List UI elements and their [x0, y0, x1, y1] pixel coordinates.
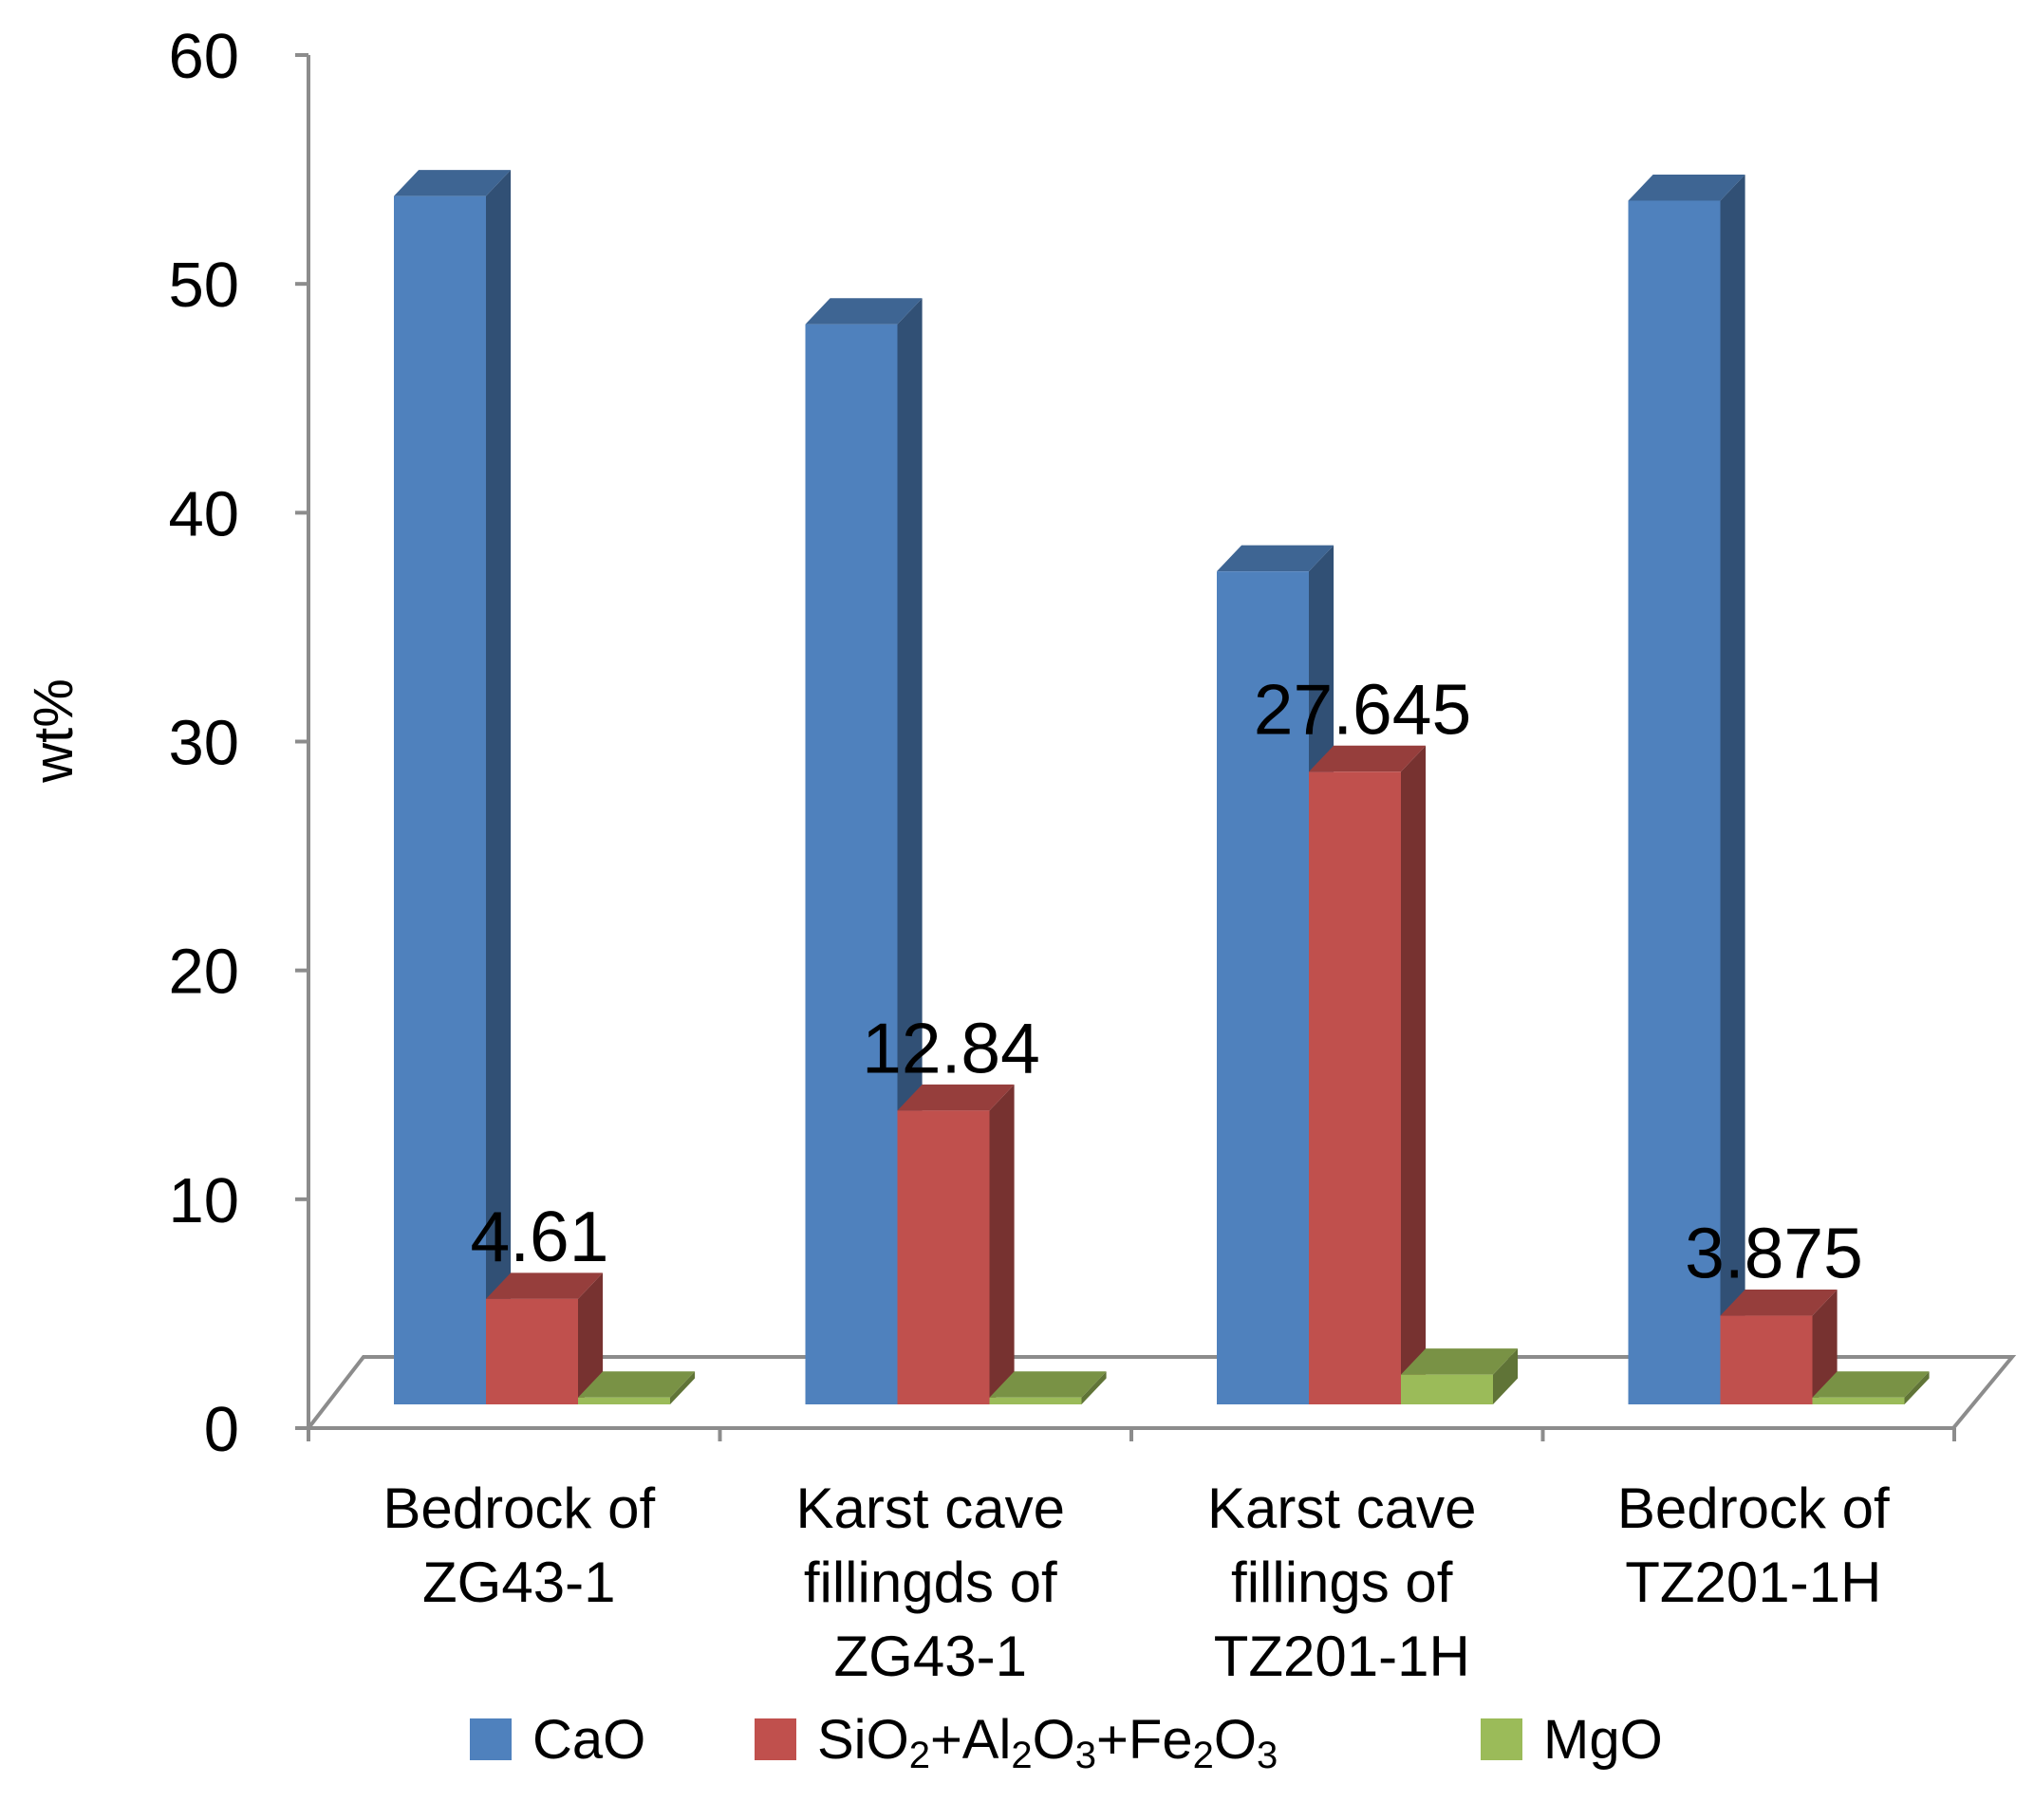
bar-series [394, 170, 1930, 1404]
bar-front-face [578, 1397, 670, 1404]
bar-front-face [394, 195, 486, 1404]
bar-side-face [1493, 1348, 1519, 1404]
bar-top-face [1217, 545, 1334, 572]
bar-side-face [989, 1084, 1015, 1404]
legend-label-mgo: MgO [1543, 1709, 1663, 1771]
bar-mgo-3 [1401, 1348, 1519, 1404]
value-tick-label: 40 [168, 478, 239, 549]
bar-front-face [1812, 1397, 1905, 1404]
bar-top-face [989, 1371, 1107, 1398]
bar-side-face [1904, 1371, 1930, 1404]
category-label: TZ201-1H [1214, 1625, 1470, 1688]
bar-sio2-al2o3-fe2o3-2 [897, 1084, 1015, 1404]
data-label: 4.61 [471, 1197, 609, 1276]
bar-cao-4 [1628, 174, 1745, 1404]
bar-mgo-2 [989, 1371, 1107, 1404]
data-label: 12.84 [862, 1008, 1040, 1087]
category-label: TZ201-1H [1625, 1551, 1881, 1614]
bar-top-face [394, 170, 512, 196]
bar-side-face [1720, 174, 1745, 1404]
bar-top-face [1812, 1371, 1930, 1398]
bar-side-face [578, 1272, 604, 1404]
category-label: Bedrock of [1617, 1476, 1890, 1540]
bar-top-face [1720, 1290, 1838, 1316]
bar-top-face [1628, 174, 1745, 201]
bar-side-face [1081, 1371, 1107, 1404]
bar-sio2-al2o3-fe2o3-1 [486, 1272, 604, 1404]
category-label: ZG43-1 [834, 1625, 1027, 1688]
bar-side-face [1812, 1290, 1838, 1404]
bar-sio2-al2o3-fe2o3-3 [1309, 745, 1427, 1404]
bar-side-face [670, 1371, 696, 1404]
legend-swatch-sio2-al2o3-fe2o3 [755, 1718, 796, 1760]
bar-front-face [1309, 771, 1401, 1404]
data-label: 27.645 [1254, 669, 1471, 749]
category-label: ZG43-1 [422, 1551, 615, 1614]
bar-front-face [1720, 1315, 1813, 1404]
value-tick-label: 20 [168, 937, 239, 1008]
bar-cao-1 [394, 170, 512, 1404]
bar-front-face [486, 1298, 578, 1404]
category-label: fillingds of [804, 1551, 1057, 1614]
y-axis-label: wt% [23, 678, 84, 784]
bar-side-face [1401, 745, 1427, 1404]
value-tick-label: 60 [168, 21, 239, 92]
bar-top-face [1401, 1348, 1519, 1375]
bar-sio2-al2o3-fe2o3-4 [1720, 1290, 1838, 1404]
value-tick-label: 50 [168, 250, 239, 321]
bar-mgo-1 [578, 1371, 696, 1404]
value-tick-label: 30 [168, 708, 239, 779]
legend-label-sio2-al2o3-fe2o3: SiO2+Al2O3+Fe2O3 [817, 1709, 1278, 1776]
value-tick-label: 0 [204, 1394, 239, 1465]
bar-front-face [897, 1110, 990, 1404]
data-label: 3.875 [1685, 1214, 1863, 1293]
bar-front-face [1401, 1374, 1493, 1404]
bar-top-face [578, 1371, 696, 1398]
bar-top-face [897, 1084, 1015, 1111]
bar-top-face [486, 1272, 604, 1299]
bar-top-face [1309, 745, 1427, 772]
category-label: Karst cave [796, 1476, 1065, 1540]
bar-mgo-4 [1812, 1371, 1930, 1404]
data-labels: 4.61 12.84 27.645 3.875 [471, 669, 1863, 1292]
legend-swatch-cao [470, 1718, 512, 1760]
category-label: Karst cave [1207, 1476, 1476, 1540]
bar-side-face [486, 170, 512, 1404]
value-tick-label: 10 [168, 1165, 239, 1236]
bar-front-face [989, 1397, 1082, 1404]
legend-swatch-mgo [1481, 1718, 1522, 1760]
value-axis-ticks: 0 10 20 30 40 50 60 [168, 21, 308, 1465]
bar-front-face [1217, 571, 1309, 1404]
category-labels: Bedrock of ZG43-1 Karst cave fillingds of ZG… [383, 1476, 1890, 1688]
category-label: Bedrock of [383, 1476, 655, 1540]
bar-front-face [805, 324, 898, 1404]
bar-front-face [1628, 200, 1721, 1404]
category-label: fillings of [1231, 1551, 1453, 1614]
legend: CaO SiO2+Al2O3+Fe2O3 MgO [470, 1709, 1663, 1776]
legend-label-cao: CaO [532, 1709, 645, 1771]
bar-top-face [805, 298, 923, 325]
